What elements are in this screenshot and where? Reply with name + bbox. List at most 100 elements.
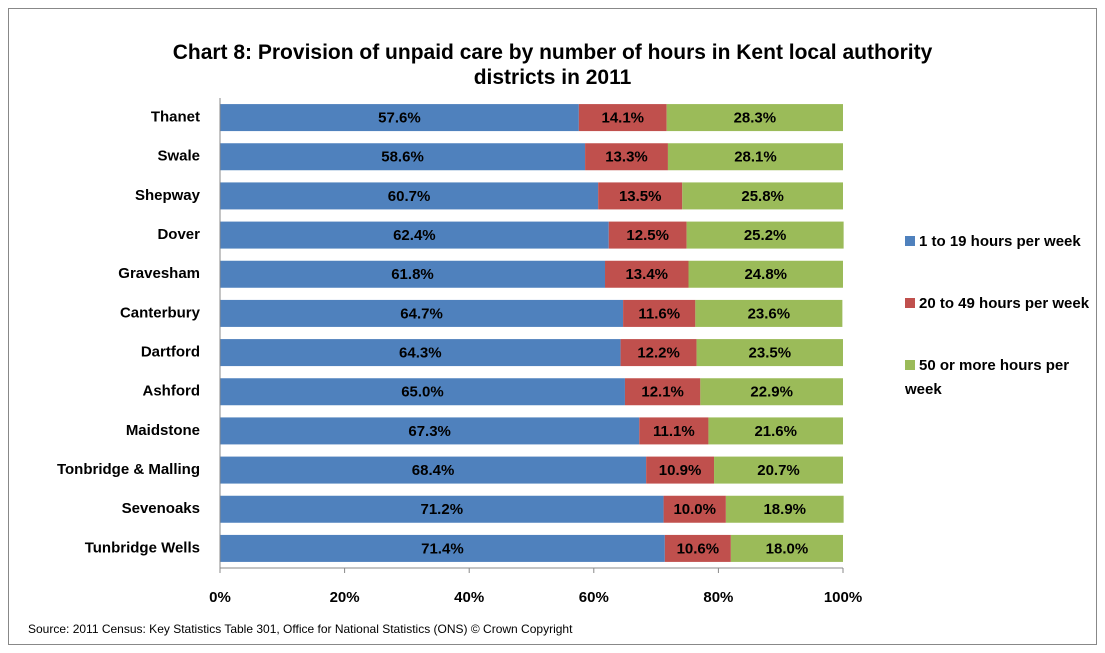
y-tick-label: Sevenoaks [122,500,200,517]
bar-segment [695,299,843,327]
bar-segment [578,104,667,132]
y-tick-label: Swale [157,148,200,165]
x-tick-label: 100% [824,589,862,606]
bar-segment [220,534,665,562]
bar-segment [646,456,715,484]
data-label: 64.7% [400,305,443,322]
data-label: 67.3% [408,423,451,440]
data-label: 12.5% [626,227,669,244]
data-label: 23.6% [748,305,791,322]
bar-segment [663,495,726,523]
data-label: 24.8% [744,266,787,283]
bar-segment [220,299,624,327]
legend-label: 20 to 49 hours per week [919,295,1090,312]
y-tick-label: Dartford [141,344,200,361]
bar-segment [667,143,843,171]
data-label: 11.1% [653,423,695,440]
data-label: 68.4% [412,462,455,479]
legend-swatch [905,236,915,246]
legend-entry: 20 to 49 hours per week [905,292,1095,316]
data-label: 71.4% [421,540,464,557]
legend-entry: 50 or more hours per week [905,354,1095,402]
y-tick-label: Ashford [143,383,201,400]
bar-segment [708,417,843,445]
data-label: 11.6% [638,305,680,322]
bar-segment [585,143,668,171]
y-tick-label: Tunbridge Wells [85,539,200,556]
data-label: 18.9% [763,501,806,518]
legend-entry: 1 to 19 hours per week [905,230,1095,254]
bar-segment [220,104,579,132]
legend-swatch [905,298,915,308]
bar-segment [598,182,683,210]
bar-segment [220,143,586,171]
legend-label: 50 or more hours per week [905,357,1070,398]
data-label: 13.4% [625,266,668,283]
x-tick-label: 0% [209,589,231,606]
bar-segment [696,339,843,367]
bar-segment [620,339,697,367]
source-note: Source: 2011 Census: Key Statistics Tabl… [28,622,573,636]
data-label: 12.2% [637,345,680,362]
bar-segment [220,260,606,288]
data-label: 25.8% [741,188,784,205]
x-tick-label: 80% [703,589,733,606]
data-label: 57.6% [378,110,421,127]
data-label: 20.7% [757,462,800,479]
data-label: 58.6% [381,149,424,166]
data-label: 13.3% [605,149,648,166]
bar-segment [688,260,843,288]
data-label: 12.1% [641,384,684,401]
x-tick-label: 40% [454,589,484,606]
y-tick-label: Gravesham [118,265,200,282]
data-label: 60.7% [388,188,431,205]
y-tick-label: Canterbury [120,304,201,321]
bar-segment [220,417,640,445]
bar-segment [220,378,625,406]
x-tick-label: 60% [579,589,609,606]
bar-segment [714,456,843,484]
frame [8,8,1097,645]
data-label: 10.9% [659,462,702,479]
bar-segment [730,534,843,562]
data-label: 62.4% [393,227,436,244]
y-tick-label: Tonbridge & Malling [57,461,200,478]
y-tick-label: Shepway [135,187,201,204]
bar-segment [725,495,844,523]
data-label: 22.9% [750,384,793,401]
bar-segment [608,221,687,249]
data-label: 13.5% [619,188,662,205]
bar-segment [220,495,664,523]
y-tick-label: Thanet [151,109,200,126]
x-tick-label: 20% [330,589,360,606]
y-tick-label: Dover [157,226,200,243]
bar-segment [700,378,843,406]
data-label: 28.1% [734,149,777,166]
data-label: 18.0% [766,540,809,557]
bar-segment [666,104,843,132]
bar-segment [682,182,843,210]
bar-segment [686,221,844,249]
data-label: 71.2% [421,501,464,518]
y-tick-label: Maidstone [126,422,200,439]
bar-segment [220,182,599,210]
legend-swatch [905,360,915,370]
data-label: 61.8% [391,266,434,283]
bar-segment [220,221,609,249]
bar-segment [605,260,689,288]
data-label: 25.2% [744,227,787,244]
bar-segment [623,299,696,327]
data-label: 10.0% [673,501,716,518]
chart-title: Chart 8: Provision of unpaid care by num… [172,41,933,89]
bar-segment [639,417,709,445]
data-label: 65.0% [401,384,444,401]
bar-segment [624,378,701,406]
data-label: 23.5% [749,345,792,362]
data-label: 14.1% [601,110,644,127]
bar-segment [220,339,621,367]
bar-segment [220,456,647,484]
data-label: 64.3% [399,345,442,362]
bar-segment [664,534,731,562]
